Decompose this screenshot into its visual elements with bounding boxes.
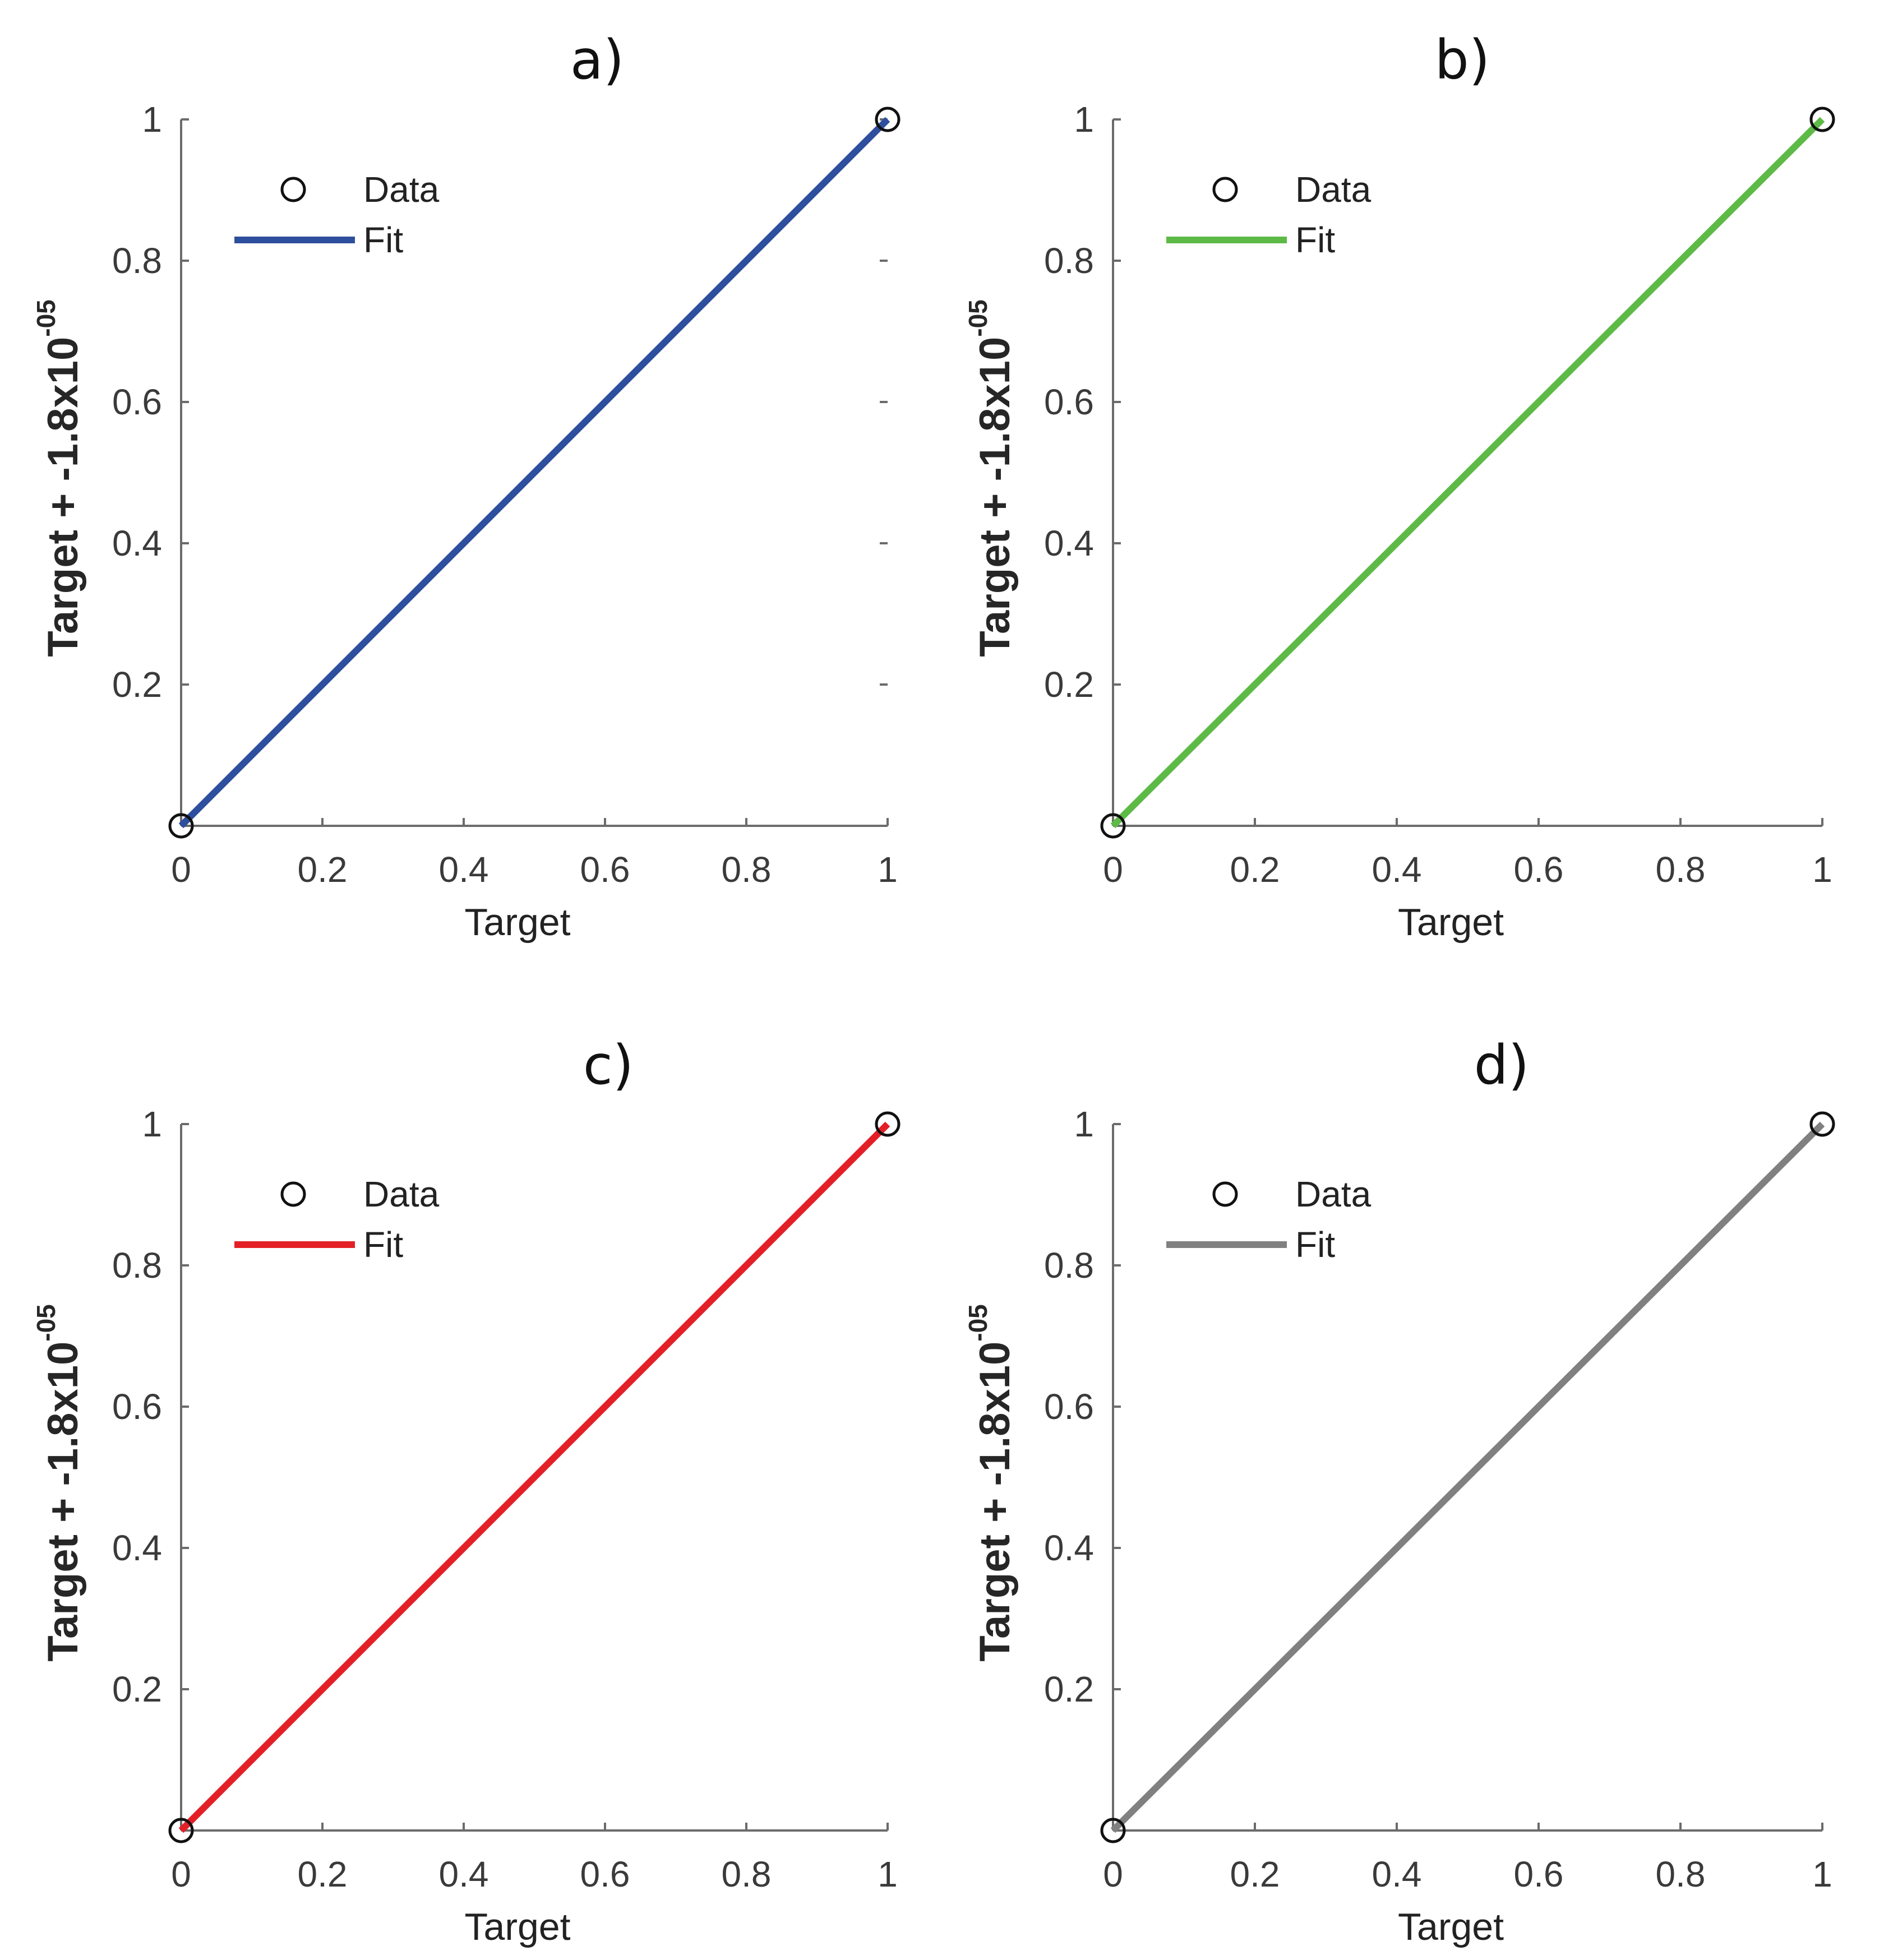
chart-4-y-axis-label: Target + -1.8x10-05	[963, 1304, 1019, 1662]
chart-4-x-tick-label-1: 0.2	[1230, 1854, 1280, 1894]
chart-1-x-tick-label-4: 0.8	[722, 849, 772, 890]
chart-1-y-axis-label-base: Target + -1.8x10	[39, 337, 87, 657]
chart-4-y-tick-label-1: 0.4	[1044, 1528, 1094, 1568]
chart-4-x-tick-label-4: 0.8	[1656, 1854, 1706, 1894]
chart-1-y-axis-label-exponent: -05	[31, 299, 61, 336]
chart-3-title: c)	[583, 1034, 634, 1097]
chart-4-x-tick-label-3: 0.6	[1514, 1854, 1564, 1894]
chart-3: 0 0.2 0.4 0.6 0.8 1 0.2 0.4 0.6 0.8 1 Target Target …	[31, 1034, 901, 1948]
chart-2-data-point-1	[1809, 107, 1835, 132]
chart-4-y-tick-label-2: 0.6	[1044, 1386, 1094, 1427]
chart-1-legend-label-data: Data	[363, 169, 440, 210]
chart-2-x-tick-label-2: 0.4	[1372, 849, 1422, 890]
chart-1-y-axis-label: Target + -1.8x10-05	[31, 299, 87, 657]
chart-2-legend-label-data: Data	[1295, 169, 1372, 210]
chart-2-y-tick-label-1: 0.4	[1044, 523, 1094, 563]
chart-3-data-point-0	[168, 1818, 194, 1843]
chart-4-y-axis-label-exponent: -05	[963, 1304, 992, 1341]
chart-4-legend-label-data: Data	[1295, 1174, 1372, 1214]
chart-3-y-axis-label: Target + -1.8x10-05	[31, 1304, 87, 1662]
chart-2-y-tick-label-2: 0.6	[1044, 382, 1094, 422]
chart-1-y-tick-label-4: 1	[142, 99, 162, 140]
chart-2-legend-label-fit: Fit	[1295, 220, 1335, 260]
chart-1-y-tick-label-2: 0.6	[112, 382, 162, 422]
chart-2-x-tick-label-5: 1	[1812, 849, 1832, 890]
chart-1-y-tick-label-3: 0.8	[112, 241, 162, 281]
chart-1-y-tick-label-1: 0.4	[112, 523, 162, 563]
chart-2-x-tick-label-0: 0	[1103, 849, 1123, 890]
chart-2-y-tick-label-3: 0.8	[1044, 241, 1094, 281]
chart-1-x-tick-label-2: 0.4	[439, 849, 489, 890]
chart-4: 0 0.2 0.4 0.6 0.8 1 0.2 0.4 0.6 0.8 1 Target Target …	[963, 1034, 1835, 1948]
chart-2-x-tick-label-1: 0.2	[1230, 849, 1280, 890]
chart-3-x-tick-label-1: 0.2	[298, 1854, 348, 1894]
chart-3-y-axis-label-base: Target + -1.8x10	[39, 1342, 87, 1662]
chart-2-x-tick-label-4: 0.8	[1656, 849, 1706, 890]
chart-4-legend-marker-data	[1212, 1181, 1238, 1207]
chart-2-y-axis-label-exponent: -05	[963, 299, 992, 336]
chart-2-y-axis-label: Target + -1.8x10-05	[963, 299, 1019, 657]
chart-1-fit-line	[178, 117, 890, 829]
chart-4-legend-label-fit: Fit	[1295, 1224, 1335, 1265]
chart-3-legend-label-fit: Fit	[363, 1224, 403, 1265]
chart-1-data-point-0	[168, 813, 194, 839]
chart-1-x-tick-label-3: 0.6	[580, 849, 630, 890]
chart-3-y-tick-label-3: 0.8	[112, 1245, 162, 1286]
chart-4-x-tick-label-0: 0	[1103, 1854, 1123, 1894]
chart-4-fit-line	[1110, 1121, 1825, 1833]
chart-1-x-axis-label: Target	[465, 901, 571, 944]
chart-3-x-tick-label-5: 1	[878, 1854, 898, 1894]
chart-4-y-tick-label-4: 1	[1074, 1104, 1094, 1144]
chart-1-x-tick-label-5: 1	[878, 849, 898, 890]
chart-1-data-point-1	[875, 107, 901, 132]
chart-2-data-point-0	[1100, 813, 1126, 839]
chart-2-title: b)	[1435, 29, 1490, 91]
chart-3-data-point-1	[875, 1111, 901, 1137]
chart-4-y-tick-label-3: 0.8	[1044, 1245, 1094, 1286]
chart-4-data-point-1	[1809, 1111, 1835, 1137]
chart-4-x-axis-label: Target	[1398, 1906, 1504, 1948]
chart-3-x-tick-label-2: 0.4	[439, 1854, 489, 1894]
chart-4-y-tick-label-0: 0.2	[1044, 1669, 1094, 1709]
chart-3-x-tick-label-0: 0	[171, 1854, 191, 1894]
chart-4-data-point-0	[1100, 1818, 1126, 1843]
chart-1-x-tick-label-0: 0	[171, 849, 191, 890]
chart-1-legend-marker-data	[280, 177, 306, 202]
chart-3-fit-line	[178, 1121, 890, 1833]
chart-3-y-tick-label-4: 1	[142, 1104, 162, 1144]
chart-4-title: d)	[1474, 1034, 1529, 1097]
chart-4-x-tick-label-5: 1	[1812, 1854, 1832, 1894]
chart-3-y-tick-label-1: 0.4	[112, 1528, 162, 1568]
chart-2-fit-line	[1110, 117, 1825, 829]
chart-3-x-tick-label-4: 0.8	[722, 1854, 772, 1894]
chart-3-y-tick-label-2: 0.6	[112, 1386, 162, 1427]
chart-3-x-tick-label-3: 0.6	[580, 1854, 630, 1894]
chart-2-y-tick-label-0: 0.2	[1044, 664, 1094, 705]
chart-4-x-tick-label-2: 0.4	[1372, 1854, 1422, 1894]
chart-1: 0 0.2 0.4 0.6 0.8 1 0.2 0.4 0.6 0.8 1 Target Target …	[31, 29, 901, 944]
chart-2-y-axis-label-base: Target + -1.8x10	[971, 337, 1019, 657]
chart-3-legend-marker-data	[280, 1181, 306, 1207]
chart-2-y-tick-label-4: 1	[1074, 99, 1094, 140]
chart-2-x-tick-label-3: 0.6	[1514, 849, 1564, 890]
chart-2-x-axis-label: Target	[1398, 901, 1504, 944]
chart-1-y-tick-label-0: 0.2	[112, 664, 162, 705]
chart-3-y-axis-label-exponent: -05	[31, 1304, 61, 1341]
chart-2-legend-marker-data	[1212, 177, 1238, 202]
chart-2: 0 0.2 0.4 0.6 0.8 1 0.2 0.4 0.6 0.8 1 Target Target …	[963, 29, 1835, 944]
chart-3-legend-label-data: Data	[363, 1174, 440, 1214]
chart-1-x-tick-label-1: 0.2	[298, 849, 348, 890]
chart-1-legend-label-fit: Fit	[363, 220, 403, 260]
chart-4-y-axis-label-base: Target + -1.8x10	[971, 1342, 1019, 1662]
chart-1-title: a)	[570, 29, 624, 91]
chart-3-y-tick-label-0: 0.2	[112, 1669, 162, 1709]
chart-3-x-axis-label: Target	[465, 1906, 571, 1948]
